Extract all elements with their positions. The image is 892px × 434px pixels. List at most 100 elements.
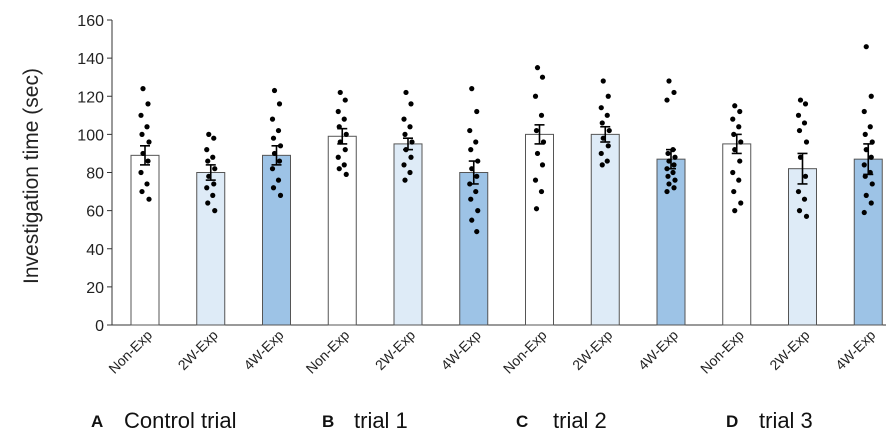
- data-point: [671, 89, 677, 96]
- data-point: [737, 108, 743, 115]
- data-point: [605, 93, 611, 99]
- y-tick-label: 160: [77, 13, 104, 30]
- y-tick-label: 20: [86, 280, 104, 297]
- data-point: [205, 158, 211, 164]
- data-points: [138, 44, 875, 235]
- data-point: [210, 154, 216, 160]
- data-point: [140, 86, 146, 92]
- data-point: [407, 169, 413, 176]
- data-point: [599, 120, 605, 126]
- category-label: Non-Exp: [105, 327, 155, 377]
- data-point: [664, 188, 670, 195]
- data-point: [335, 108, 341, 115]
- data-point: [801, 196, 808, 202]
- data-point: [606, 127, 612, 134]
- category-label: 2W-Exp: [372, 327, 418, 373]
- data-point: [801, 120, 808, 126]
- data-point: [210, 192, 216, 198]
- data-point: [803, 213, 810, 219]
- data-point: [336, 166, 342, 172]
- data-point: [861, 108, 867, 115]
- data-point: [468, 147, 474, 153]
- bar: [525, 133, 554, 326]
- bar: [788, 168, 817, 326]
- data-point: [343, 171, 349, 178]
- data-point: [797, 97, 804, 103]
- error-bars: [140, 124, 874, 185]
- category-label: 2W-Exp: [569, 327, 615, 373]
- data-point: [795, 112, 802, 118]
- y-axis-title: Investigation time (sec): [20, 68, 43, 284]
- data-point: [863, 192, 869, 198]
- data-point: [796, 127, 803, 134]
- axes: 0 20 40 60 80 100 120 140 160: [77, 13, 886, 335]
- data-point: [335, 154, 341, 160]
- data-point: [146, 139, 152, 145]
- data-point: [337, 89, 343, 96]
- data-point: [403, 89, 409, 96]
- data-point: [730, 169, 736, 176]
- data-point: [408, 154, 414, 160]
- panel-title: trial 3: [759, 408, 813, 433]
- data-point: [206, 131, 212, 137]
- data-point: [599, 162, 605, 168]
- data-point: [665, 150, 671, 157]
- data-point: [863, 44, 869, 50]
- data-point: [144, 181, 150, 187]
- category-label: 4W-Exp: [635, 327, 681, 373]
- data-point: [672, 154, 678, 160]
- data-point: [138, 112, 144, 118]
- data-point: [270, 135, 277, 141]
- y-tick-label: 100: [77, 127, 104, 144]
- bar: [262, 154, 291, 326]
- data-point: [402, 177, 408, 183]
- data-point: [342, 97, 348, 103]
- data-point: [275, 127, 282, 134]
- data-point: [861, 209, 867, 216]
- data-point: [732, 103, 738, 109]
- data-point: [145, 158, 151, 164]
- data-point: [467, 127, 473, 134]
- data-point: [664, 97, 670, 103]
- data-point: [796, 208, 803, 214]
- data-point: [533, 206, 540, 212]
- bar: [722, 143, 752, 326]
- data-point: [276, 101, 283, 107]
- data-point: [269, 116, 276, 122]
- category-label: Non-Exp: [500, 327, 550, 377]
- data-point: [538, 112, 545, 118]
- data-point: [730, 116, 736, 122]
- data-point: [738, 139, 744, 145]
- panel-letter: B: [322, 412, 334, 431]
- category-label: 2W-Exp: [766, 327, 812, 373]
- panel-title: trial 1: [354, 408, 408, 433]
- bar: [459, 172, 489, 326]
- data-point: [341, 116, 347, 122]
- category-label: Non-Exp: [697, 327, 747, 377]
- data-point: [533, 127, 540, 134]
- data-point: [605, 143, 611, 149]
- data-point: [409, 139, 415, 145]
- data-point: [270, 185, 277, 191]
- data-point: [666, 78, 672, 84]
- data-point: [532, 177, 539, 183]
- data-point: [671, 162, 677, 168]
- category-label: 4W-Exp: [240, 327, 286, 373]
- data-point: [604, 112, 610, 118]
- y-tick-label: 40: [86, 242, 104, 259]
- data-point: [868, 154, 874, 160]
- data-point: [401, 116, 407, 122]
- data-point: [600, 78, 606, 84]
- panel-letter: D: [726, 412, 738, 431]
- data-point: [341, 162, 347, 168]
- data-point: [276, 158, 283, 164]
- data-point: [204, 147, 210, 153]
- data-point: [343, 131, 349, 137]
- bar: [853, 158, 883, 326]
- data-point: [277, 192, 284, 198]
- data-point: [534, 65, 541, 71]
- data-point: [802, 101, 809, 107]
- data-point: [737, 158, 743, 164]
